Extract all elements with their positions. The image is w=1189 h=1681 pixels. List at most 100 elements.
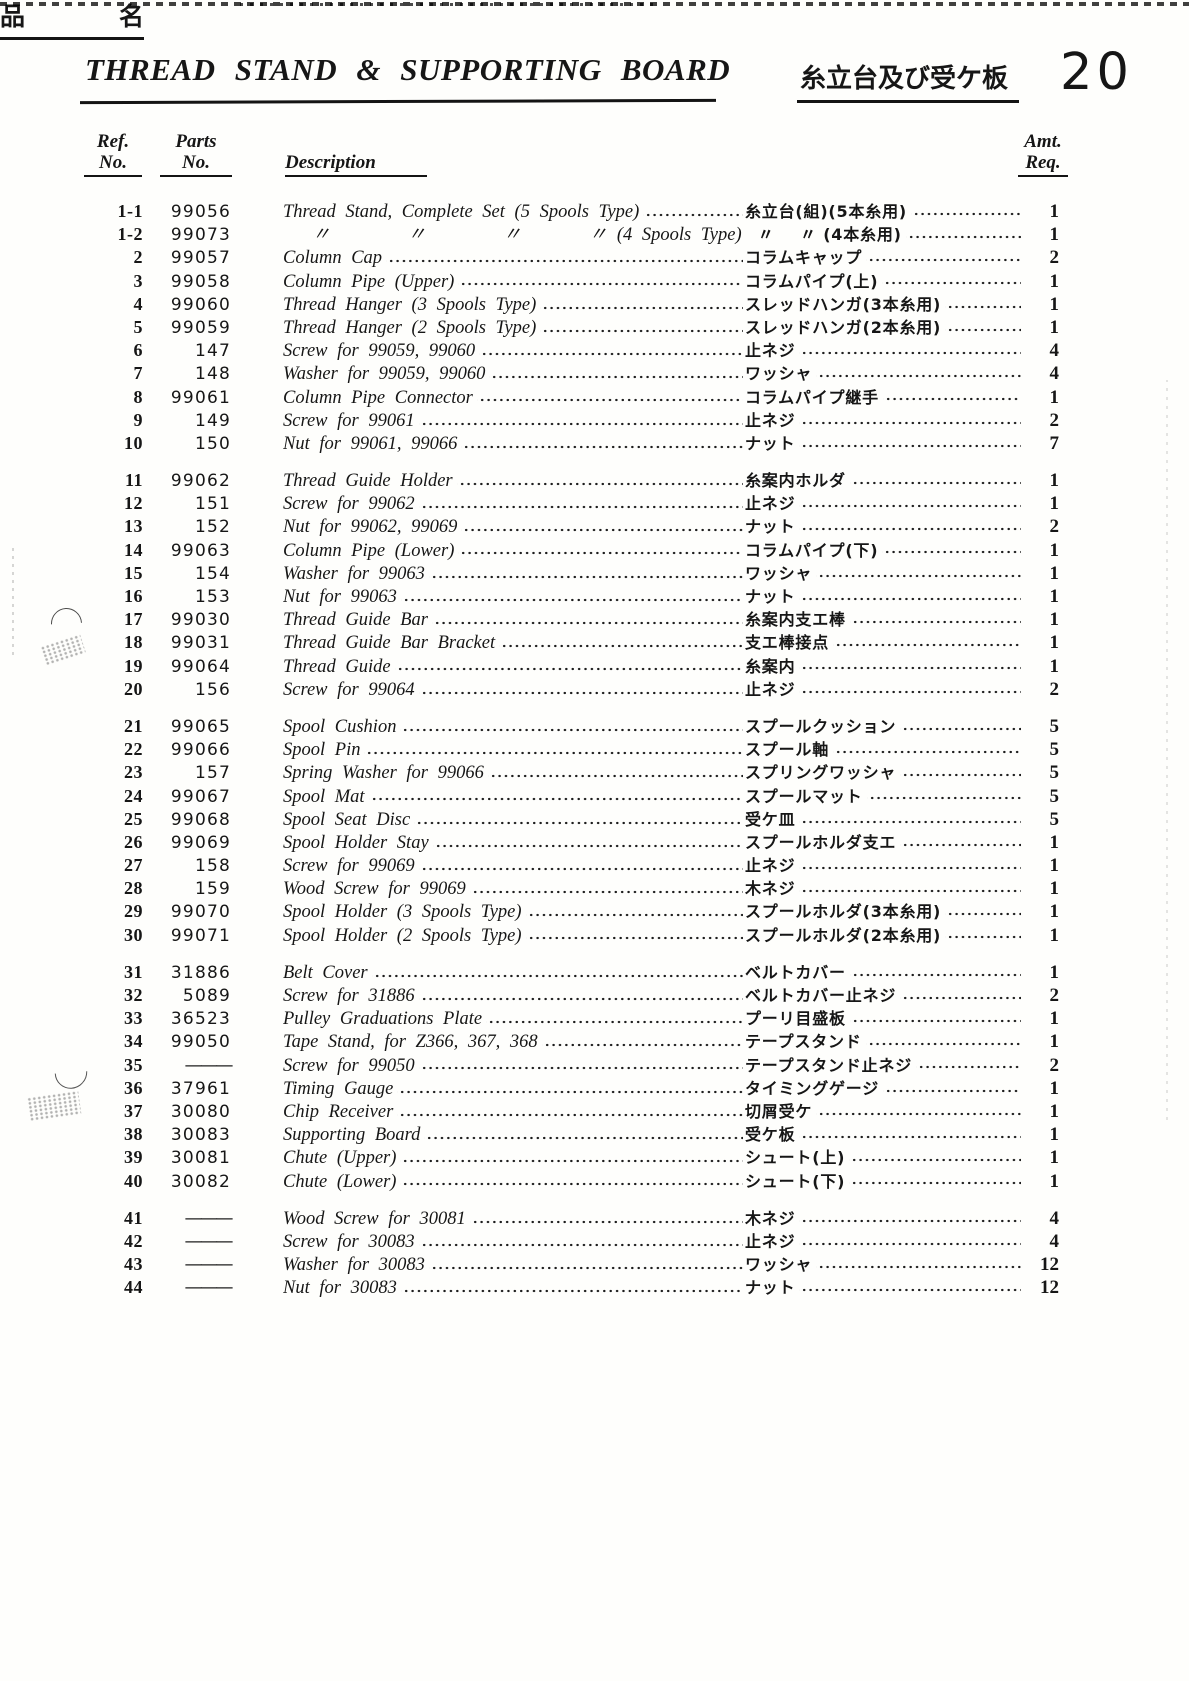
description-text: Spool Holder (2 Spools Type) <box>283 925 522 946</box>
qty-cell: 4 <box>1049 340 1060 362</box>
description-text: Nut for 99062, 99069 <box>283 517 458 538</box>
leader-dots <box>833 738 1021 762</box>
description-text: Spool Mat <box>283 786 365 807</box>
name-jp-cell: 糸案内 <box>745 654 1023 678</box>
table-row: 25 99068 Spool Seat Disc 受ケ皿 5 <box>85 807 1059 832</box>
description-text: 〃 〃 〃 〃 (4 Spools Type) <box>283 225 742 246</box>
name-jp-text: 止ネジ <box>745 341 796 361</box>
description-cell: Wood Screw for 30081 <box>283 1207 745 1231</box>
name-jp-text: 糸案内 <box>745 656 796 676</box>
column-header-name-jp: 品 名 <box>0 0 144 40</box>
ref-no-cell: 14 <box>124 539 143 560</box>
description-cell: Spool Pin <box>283 739 745 763</box>
leader-dots <box>540 293 743 317</box>
table-row: 37 30080 Chip Receiver 切屑受ケ 1 <box>85 1099 1059 1125</box>
name-jp-cell: スプールクッション <box>745 714 1023 739</box>
leader-dots <box>799 877 1021 901</box>
table-group: 11 99062 Thread Guide Holder 糸案内ホルダ 1 12… <box>85 469 1060 702</box>
qty-cell: 1 <box>1049 470 1060 492</box>
parts-no-cell: 99070 <box>170 902 231 923</box>
qty-cell: 1 <box>1049 386 1060 408</box>
table-row: 26 99069 Spool Holder Stay スプールホルダ支エ 1 <box>85 830 1059 856</box>
qty-cell: 1 <box>1049 632 1060 654</box>
table-row: 21 99065 Spool Cushion スプールクッション 5 <box>85 714 1059 740</box>
leader-dots <box>456 470 743 494</box>
leader-dots <box>945 292 1021 316</box>
name-jp-text: スプールホルダ支エ <box>745 832 897 852</box>
table-row: 24 99067 Spool Mat スプールマット 5 <box>85 784 1059 809</box>
qty-cell: 1 <box>1049 270 1060 292</box>
ref-no-cell: 24 <box>124 785 143 806</box>
description-cell: Chute (Upper) <box>283 1147 745 1171</box>
leader-dots <box>487 762 743 786</box>
column-header-text: No. <box>182 152 210 173</box>
description-cell: Belt Cover <box>283 961 745 986</box>
description-text: Spring Washer for 99066 <box>283 763 484 784</box>
description-text: Screw for 31886 <box>283 986 415 1006</box>
leader-dots <box>900 714 1021 739</box>
ref-no-cell: 16 <box>124 586 143 606</box>
leader-dots <box>799 807 1021 831</box>
ref-no-cell: 18 <box>124 632 143 653</box>
table-row: 20 156 Screw for 99064 止ネジ 2 <box>85 677 1059 702</box>
leader-dots <box>799 515 1021 539</box>
description-cell: Nut for 99063 <box>283 586 745 610</box>
description-text: Supporting Board <box>283 1125 421 1146</box>
ref-no-cell: 6 <box>133 340 143 361</box>
qty-cell: 1 <box>1049 539 1060 561</box>
qty-cell: 1 <box>1049 316 1060 338</box>
table-row: 7 148 Washer for 99059, 99060 ワッシャ 4 <box>85 362 1060 387</box>
name-jp-text: シュート(下) <box>745 1171 846 1191</box>
parts-table: 1-1 99056 Thread Stand, Complete Set (5 … <box>85 200 1060 1301</box>
name-jp-cell: テープスタンド <box>745 1030 1023 1054</box>
ref-no-cell: 36 <box>124 1077 143 1098</box>
description-cell: Spool Holder (3 Spools Type) <box>283 901 745 925</box>
table-row: 14 99063 Column Pipe (Lower) コラムパイプ(下) 1 <box>85 538 1060 563</box>
leader-dots <box>799 339 1021 363</box>
description-text: Wood Screw for 30081 <box>283 1208 466 1229</box>
description-cell: Screw for 99059, 99060 <box>283 340 745 364</box>
table-row: 44 ——— Nut for 30083 ナット 12 <box>85 1276 1059 1301</box>
parts-no-cell: 99059 <box>170 317 231 338</box>
table-row: 12 151 Screw for 99062 止ネジ 1 <box>85 492 1059 517</box>
leader-dots <box>469 878 743 902</box>
leader-dots <box>799 408 1021 432</box>
table-row: 34 99050 Tape Stand, for Z366, 367, 368 … <box>85 1030 1059 1055</box>
ref-no-cell: 40 <box>124 1170 143 1191</box>
name-jp-cell: スプールホルダ支エ <box>745 830 1023 855</box>
qty-cell: 1 <box>1049 293 1060 315</box>
name-jp-cell: コラムパイプ(上) <box>745 269 1023 293</box>
qty-cell: 4 <box>1049 363 1060 385</box>
description-text: Tape Stand, for Z366, 367, 368 <box>283 1032 538 1053</box>
description-cell: Supporting Board <box>283 1124 745 1148</box>
description-cell: Screw for 99061 <box>283 409 745 433</box>
qty-cell: 1 <box>1049 1124 1060 1146</box>
ref-no-cell: 10 <box>124 432 143 453</box>
table-row: 35 ——— Screw for 99050 テープスタンド止ネジ 2 <box>85 1053 1060 1078</box>
ref-no-cell: 22 <box>124 739 143 760</box>
leader-dots <box>799 854 1021 878</box>
description-cell: Thread Hanger (2 Spools Type) <box>283 316 745 341</box>
parts-no-cell: 31886 <box>170 962 231 983</box>
leader-dots <box>799 1229 1021 1254</box>
description-text: Nut for 99063 <box>283 587 397 607</box>
description-cell: Washer for 99063 <box>283 562 745 587</box>
parts-no-cell: ——— <box>184 1277 234 1299</box>
description-cell: Spool Cushion <box>283 715 745 740</box>
leader-dots <box>461 432 743 457</box>
ref-no-cell: 21 <box>124 715 143 736</box>
table-row: 32 5089 Screw for 31886 ベルトカバー止ネジ 2 <box>85 984 1059 1009</box>
leader-dots <box>489 363 743 387</box>
description-text: Screw for 30083 <box>283 1231 415 1252</box>
table-row: 5 99059 Thread Hanger (2 Spools Type) スレ… <box>85 315 1060 341</box>
name-jp-text: スプールホルダ(2本糸用) <box>745 925 942 945</box>
description-text: Screw for 99061 <box>283 410 415 431</box>
leader-dots <box>945 923 1021 947</box>
name-jp-text: ナット <box>745 517 796 537</box>
description-text: Chip Receiver <box>283 1101 394 1122</box>
qty-cell: 2 <box>1049 1054 1060 1076</box>
table-row: 11 99062 Thread Guide Holder 糸案内ホルダ 1 <box>85 469 1060 494</box>
ref-no-cell: 35 <box>124 1054 143 1075</box>
leader-dots <box>905 223 1021 247</box>
qty-cell: 4 <box>1049 1207 1060 1229</box>
